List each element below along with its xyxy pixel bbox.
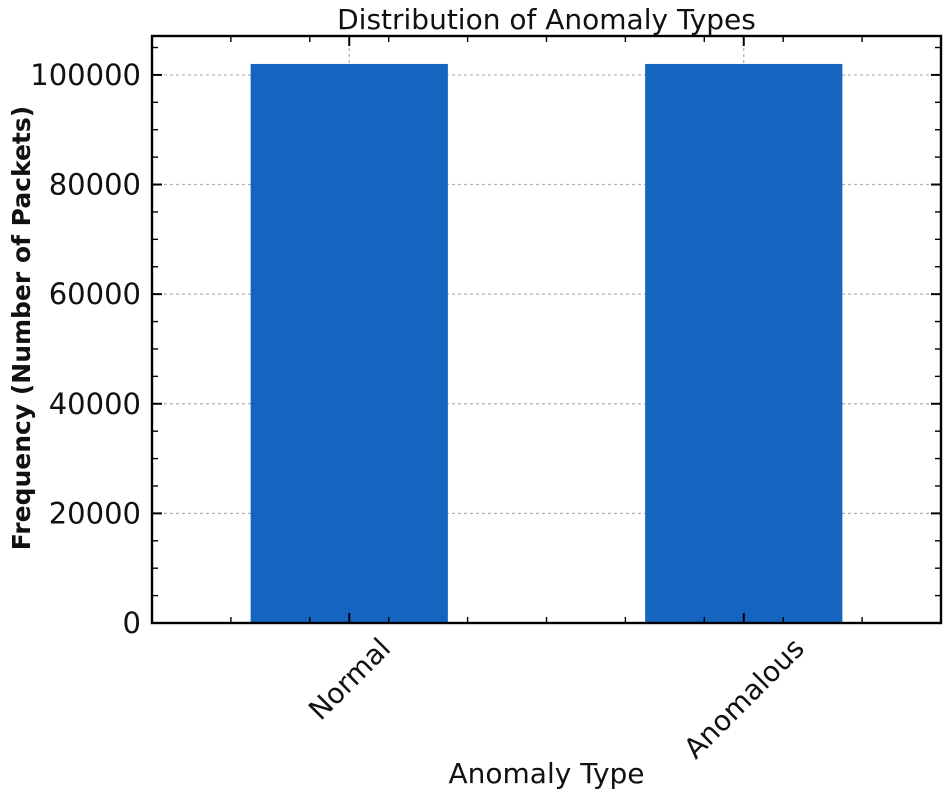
- y-tick-label: 60000: [49, 277, 141, 311]
- y-axis-label: Frequency (Number of Packets): [7, 106, 36, 550]
- chart-title: Distribution of Anomaly Types: [337, 3, 756, 36]
- x-tick-label: Normal: [302, 632, 397, 727]
- x-tick-label: Anomalous: [677, 632, 810, 765]
- y-tick-label: 100000: [30, 58, 141, 92]
- bar-normal: [250, 63, 448, 623]
- plot-area: 0 20000 40000 60000 80000 100000 Normal Anomalo…: [30, 34, 943, 765]
- y-tick-label: 80000: [49, 168, 141, 202]
- y-tick-label: 0: [123, 606, 141, 640]
- y-tick-label: 40000: [49, 387, 141, 421]
- bar-anomalous: [645, 63, 843, 623]
- x-axis-label: Anomaly Type: [448, 757, 644, 790]
- y-tick-label: 20000: [49, 496, 141, 530]
